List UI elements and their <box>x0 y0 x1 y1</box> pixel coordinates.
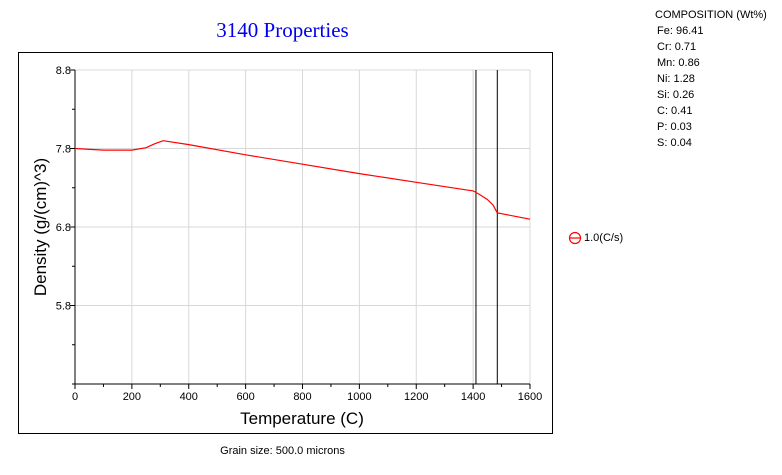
y-tick-label: 8.8 <box>56 65 71 77</box>
composition-panel: COMPOSITION (Wt%) Fe: 96.41 Cr: 0.71 Mn: 0… <box>655 7 767 151</box>
x-tick-label: 800 <box>293 391 311 403</box>
x-axis-label: Temperature (C) <box>240 409 364 428</box>
x-tick-label: 600 <box>236 391 254 403</box>
circle-minus-icon <box>568 231 582 245</box>
y-tick-label: 5.8 <box>56 301 71 313</box>
axes <box>70 69 531 389</box>
y-axis-label: Density (g/(cm)^3) <box>31 158 50 296</box>
grain-size-footnote: Grain size: 500.0 microns <box>220 445 345 457</box>
x-tick-label: 1200 <box>404 391 428 403</box>
grid-lines <box>75 69 531 384</box>
x-tick-label: 1400 <box>461 391 485 403</box>
composition-item: S: 0.04 <box>657 137 692 149</box>
legend: 1.0(C/s) <box>568 231 623 245</box>
composition-list: Fe: 96.41 Cr: 0.71 Mn: 0.86 Ni: 1.28 Si: 0.2… <box>655 23 767 151</box>
composition-item: Fe: 96.41 <box>657 25 704 37</box>
y-tick-label: 7.8 <box>56 144 71 156</box>
y-tick-label: 6.8 <box>56 222 71 234</box>
legend-label: 1.0(C/s) <box>584 232 624 244</box>
chart-title: 3140 Properties <box>216 18 349 42</box>
chart-frame <box>18 52 553 434</box>
composition-item: Mn: 0.86 <box>657 57 700 69</box>
x-tick-label: 0 <box>72 391 78 403</box>
density-series-line <box>74 140 531 220</box>
x-tick-label: 1000 <box>347 391 371 403</box>
x-tick-label: 200 <box>123 391 141 403</box>
phase-boundary-lines <box>475 70 498 384</box>
composition-title: COMPOSITION (Wt%) <box>655 9 767 21</box>
composition-item: P: 0.03 <box>657 121 692 133</box>
x-tick-label: 400 <box>180 391 198 403</box>
composition-item: Si: 0.26 <box>657 89 695 101</box>
tick-labels: 0 200 400 600 800 1000 1200 1400 1600 5.8 6.8 7.8 8.… <box>56 65 543 403</box>
x-tick-label: 1600 <box>518 391 542 403</box>
composition-item: Cr: 0.71 <box>657 41 697 53</box>
series-lines <box>74 140 531 220</box>
composition-item: Ni: 1.28 <box>657 73 695 85</box>
composition-item: C: 0.41 <box>657 105 693 117</box>
